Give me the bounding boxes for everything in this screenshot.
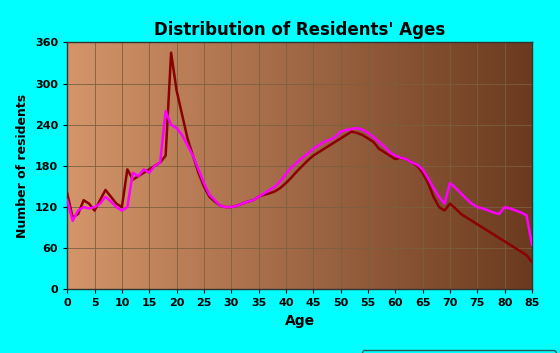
Males <box>529 260 535 264</box>
Y-axis label: Number of residents: Number of residents <box>16 94 29 238</box>
Males <box>293 169 300 174</box>
Males <box>64 191 71 196</box>
Females <box>64 198 71 202</box>
Line: Females: Females <box>67 111 532 245</box>
Females <box>463 197 470 201</box>
Legend: Males, Females: Males, Females <box>362 350 556 353</box>
Males <box>86 202 92 206</box>
Females <box>86 207 92 211</box>
Males <box>424 181 431 185</box>
Females <box>529 243 535 247</box>
Females <box>162 109 169 113</box>
Males <box>168 50 175 55</box>
Line: Males: Males <box>67 53 532 262</box>
Males <box>113 202 120 206</box>
Females <box>113 205 120 209</box>
Males <box>75 212 82 216</box>
X-axis label: Age: Age <box>284 314 315 328</box>
Title: Distribution of Residents' Ages: Distribution of Residents' Ages <box>154 22 445 40</box>
Females <box>424 176 431 180</box>
Males <box>463 215 470 220</box>
Females <box>293 160 300 164</box>
Females <box>75 208 82 213</box>
